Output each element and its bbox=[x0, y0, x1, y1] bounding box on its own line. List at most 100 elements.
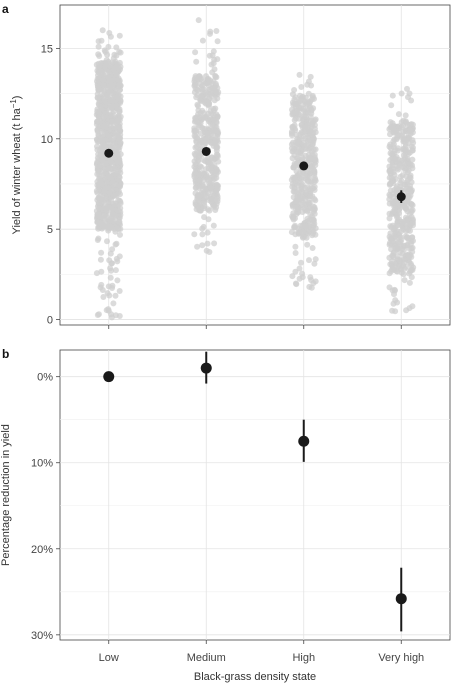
raw-yield-point bbox=[212, 105, 219, 112]
raw-yield-point bbox=[209, 196, 216, 203]
raw-yield-point bbox=[398, 177, 405, 184]
raw-yield-point bbox=[205, 82, 212, 89]
raw-yield-point bbox=[386, 191, 393, 198]
raw-yield-point bbox=[400, 128, 407, 135]
raw-yield-point bbox=[108, 260, 115, 267]
raw-yield-point bbox=[105, 132, 112, 139]
raw-yield-point bbox=[107, 274, 114, 281]
raw-yield-point bbox=[309, 120, 316, 127]
raw-yield-point bbox=[196, 152, 203, 159]
raw-yield-point bbox=[409, 156, 416, 163]
raw-yield-point bbox=[113, 71, 120, 78]
raw-yield-point bbox=[310, 208, 317, 215]
raw-yield-point bbox=[214, 152, 221, 159]
raw-yield-point bbox=[405, 193, 411, 200]
raw-yield-point bbox=[296, 265, 303, 272]
panel-a-y-axis-title: Yield of winter wheat (t ha−1) bbox=[9, 96, 23, 235]
raw-yield-point bbox=[94, 118, 101, 125]
y-tick-label: 0% bbox=[37, 372, 53, 384]
raw-yield-point bbox=[199, 186, 206, 193]
x-tick-label-low: Low bbox=[99, 652, 119, 664]
raw-yield-point bbox=[206, 249, 213, 255]
raw-yield-point bbox=[207, 185, 214, 191]
raw-yield-point bbox=[310, 217, 317, 224]
raw-yield-point bbox=[112, 132, 119, 139]
raw-yield-point bbox=[292, 280, 299, 287]
raw-yield-point bbox=[99, 181, 105, 188]
raw-yield-point bbox=[208, 61, 215, 68]
raw-yield-point bbox=[306, 257, 312, 264]
raw-yield-point bbox=[387, 150, 394, 157]
raw-yield-point bbox=[191, 231, 198, 238]
raw-yield-point bbox=[403, 206, 410, 212]
panel-b-label: b bbox=[2, 347, 9, 361]
raw-yield-point bbox=[99, 27, 106, 34]
raw-yield-point bbox=[105, 223, 112, 230]
raw-yield-point bbox=[110, 98, 116, 104]
raw-yield-point bbox=[95, 51, 102, 58]
raw-yield-point bbox=[310, 146, 317, 153]
raw-yield-point bbox=[100, 113, 107, 120]
panel-b-y-axis-title: Percentage reduction in yield bbox=[0, 424, 12, 566]
raw-yield-point bbox=[98, 145, 105, 152]
raw-yield-point bbox=[311, 151, 318, 158]
raw-yield-point bbox=[312, 197, 319, 204]
raw-yield-point bbox=[99, 138, 106, 144]
raw-yield-point bbox=[410, 237, 416, 244]
y-tick-label: 10 bbox=[41, 134, 53, 146]
raw-yield-point bbox=[106, 204, 113, 211]
raw-yield-point bbox=[307, 113, 314, 120]
raw-yield-point bbox=[195, 17, 202, 24]
raw-yield-point bbox=[117, 151, 124, 158]
raw-yield-point bbox=[194, 243, 201, 250]
raw-yield-point bbox=[213, 118, 220, 125]
raw-yield-point bbox=[394, 132, 401, 139]
raw-yield-point bbox=[302, 128, 309, 135]
raw-yield-point bbox=[199, 37, 206, 44]
raw-yield-point bbox=[117, 113, 124, 120]
raw-yield-point bbox=[292, 198, 299, 205]
raw-yield-point bbox=[111, 66, 118, 73]
raw-yield-point bbox=[389, 266, 396, 273]
x-tick-label-very-high: Very high bbox=[378, 652, 424, 664]
raw-yield-point bbox=[110, 300, 117, 307]
raw-yield-point bbox=[305, 146, 312, 153]
raw-yield-point bbox=[299, 274, 306, 281]
panel-a-y-tick-labels: 0 5 10 15 bbox=[41, 43, 53, 326]
raw-yield-point bbox=[304, 100, 311, 107]
raw-yield-point bbox=[392, 287, 398, 294]
raw-yield-point bbox=[297, 92, 303, 99]
raw-yield-point bbox=[97, 284, 104, 291]
raw-yield-point bbox=[203, 73, 209, 80]
raw-yield-point bbox=[311, 260, 318, 267]
raw-yield-point bbox=[304, 208, 311, 215]
raw-yield-point bbox=[400, 271, 407, 278]
raw-yield-point bbox=[94, 126, 101, 133]
raw-yield-point bbox=[105, 283, 112, 290]
raw-yield-point bbox=[386, 143, 393, 150]
raw-yield-point bbox=[113, 240, 120, 247]
raw-yield-point bbox=[404, 85, 410, 92]
raw-yield-point bbox=[296, 187, 303, 194]
raw-yield-point bbox=[214, 185, 221, 192]
raw-yield-point bbox=[296, 71, 303, 78]
x-axis-title: Black-grass density state bbox=[194, 671, 316, 683]
raw-yield-point bbox=[402, 112, 409, 119]
raw-yield-point bbox=[97, 103, 104, 110]
panel-a-y-axis-title-close: ) bbox=[11, 96, 23, 100]
raw-yield-point bbox=[104, 92, 111, 98]
raw-yield-point bbox=[107, 83, 114, 89]
raw-yield-point bbox=[407, 128, 414, 135]
raw-yield-point bbox=[194, 101, 201, 108]
raw-yield-point bbox=[398, 243, 405, 249]
raw-yield-point bbox=[98, 249, 105, 256]
raw-yield-point bbox=[406, 90, 413, 97]
raw-yield-point bbox=[107, 250, 114, 257]
raw-yield-point bbox=[95, 84, 102, 91]
raw-yield-point bbox=[211, 97, 218, 104]
raw-yield-point bbox=[386, 215, 393, 222]
raw-yield-point bbox=[403, 264, 409, 270]
raw-yield-point bbox=[117, 98, 124, 105]
raw-yield-point bbox=[305, 200, 312, 207]
raw-yield-point bbox=[199, 242, 206, 249]
